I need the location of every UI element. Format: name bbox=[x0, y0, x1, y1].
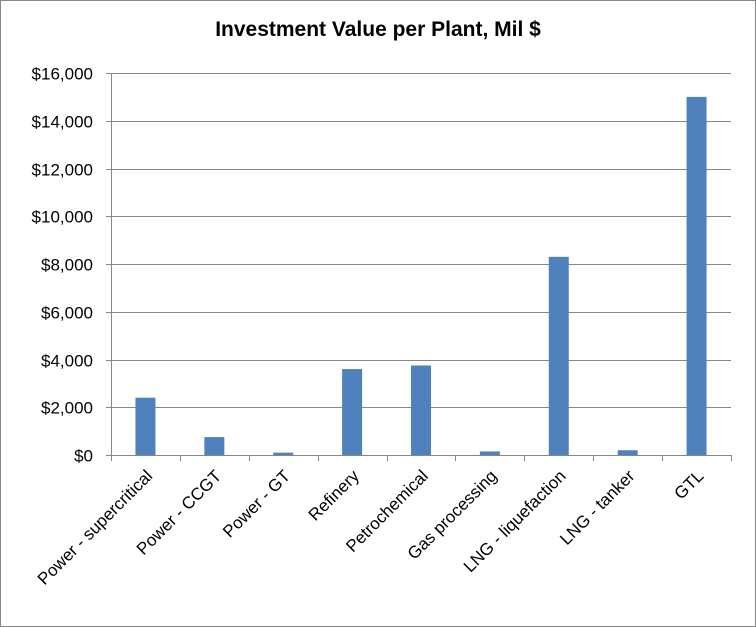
bar bbox=[135, 397, 156, 455]
y-tick-label: $10,000 bbox=[32, 208, 93, 227]
bar bbox=[342, 369, 363, 455]
gridlines bbox=[111, 73, 731, 408]
bar bbox=[686, 96, 707, 455]
y-tick-labels: $0 $2,000 $4,000 $6,000 $8,000 $10,000 $12,000… bbox=[32, 65, 93, 466]
axes bbox=[106, 73, 732, 461]
x-tick-label: LNG - tanker bbox=[556, 466, 638, 548]
y-tick-label: $12,000 bbox=[32, 161, 93, 180]
bar bbox=[273, 452, 294, 455]
chart-title: Investment Value per Plant, Mil $ bbox=[215, 18, 541, 41]
y-tick-label: $16,000 bbox=[32, 65, 93, 84]
x-tick-label: Power - supercritical bbox=[34, 466, 156, 588]
bar bbox=[617, 450, 638, 455]
y-tick-label: $0 bbox=[74, 447, 93, 466]
y-tick-label: $14,000 bbox=[32, 113, 93, 132]
y-tick-label: $2,000 bbox=[41, 399, 93, 418]
bar bbox=[479, 451, 500, 455]
x-tick-label: GTL bbox=[671, 466, 708, 503]
y-tick-label: $8,000 bbox=[41, 256, 93, 275]
bar bbox=[411, 365, 431, 455]
x-tick-label: Power - GT bbox=[219, 466, 294, 541]
x-tick-label: Refinery bbox=[305, 466, 364, 525]
bar bbox=[204, 437, 225, 455]
bars bbox=[135, 96, 707, 455]
bar bbox=[548, 256, 569, 455]
y-tick-label: $4,000 bbox=[41, 352, 93, 371]
y-tick-label: $6,000 bbox=[41, 304, 93, 323]
